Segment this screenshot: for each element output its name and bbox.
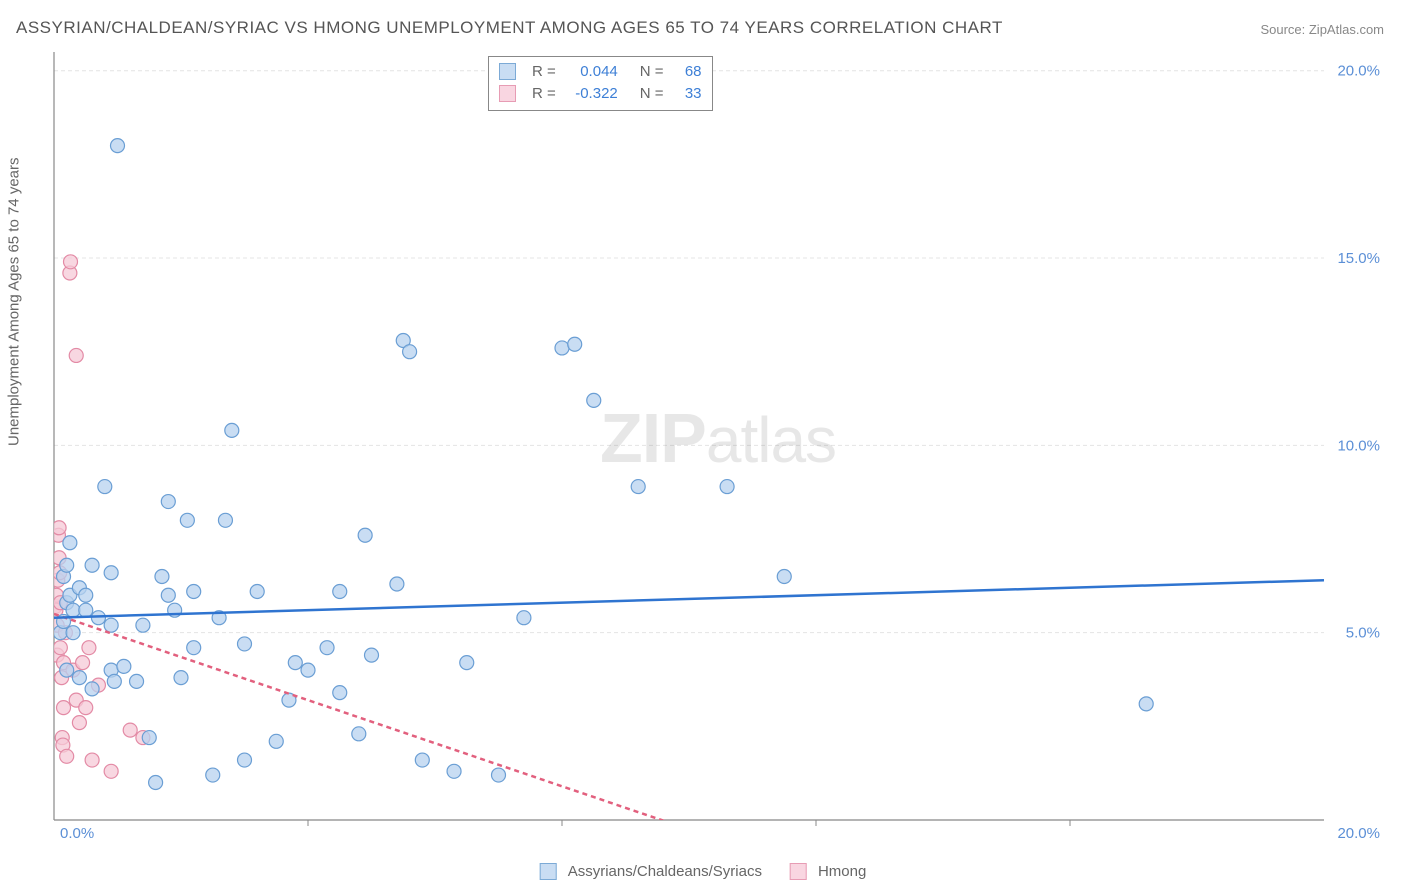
svg-text:5.0%: 5.0% — [1346, 625, 1380, 642]
swatch-series2 — [499, 85, 516, 102]
legend-bottom: Assyrians/Chaldeans/Syriacs Hmong — [540, 863, 867, 880]
chart-title: ASSYRIAN/CHALDEAN/SYRIAC VS HMONG UNEMPL… — [16, 18, 1003, 38]
scatter-plot-svg: 5.0% 10.0% 15.0% 20.0% 0.0% 20.0% — [50, 50, 1386, 842]
legend-swatch-series1 — [540, 863, 557, 880]
legend-label-series2: Hmong — [818, 863, 866, 880]
svg-text:20.0%: 20.0% — [1337, 63, 1380, 80]
stat-n-value-2: 33 — [676, 83, 702, 105]
svg-text:15.0%: 15.0% — [1337, 250, 1380, 267]
legend-item-series1: Assyrians/Chaldeans/Syriacs — [540, 863, 762, 880]
stats-legend-box: R = 0.044 N = 68 R = -0.322 N = 33 — [488, 56, 713, 111]
svg-text:0.0%: 0.0% — [60, 825, 94, 842]
stat-r-value-2: -0.322 — [568, 83, 618, 105]
legend-label-series1: Assyrians/Chaldeans/Syriacs — [568, 863, 762, 880]
stats-row-series1: R = 0.044 N = 68 — [499, 61, 702, 83]
stat-n-label-2: N = — [640, 83, 664, 105]
source-label: Source: ZipAtlas.com — [1260, 22, 1384, 37]
stat-r-label-2: R = — [532, 83, 556, 105]
stats-row-series2: R = -0.322 N = 33 — [499, 83, 702, 105]
stat-r-value-1: 0.044 — [568, 61, 618, 83]
plot-area: 5.0% 10.0% 15.0% 20.0% 0.0% 20.0% R = 0.044 N… — [50, 50, 1386, 842]
stat-r-label-1: R = — [532, 61, 556, 83]
svg-text:10.0%: 10.0% — [1337, 437, 1380, 454]
stat-n-label-1: N = — [640, 61, 664, 83]
legend-swatch-series2 — [790, 863, 807, 880]
stat-n-value-1: 68 — [676, 61, 702, 83]
swatch-series1 — [499, 63, 516, 80]
svg-text:20.0%: 20.0% — [1337, 825, 1380, 842]
legend-item-series2: Hmong — [790, 863, 866, 880]
y-axis-label: Unemployment Among Ages 65 to 74 years — [6, 157, 23, 446]
